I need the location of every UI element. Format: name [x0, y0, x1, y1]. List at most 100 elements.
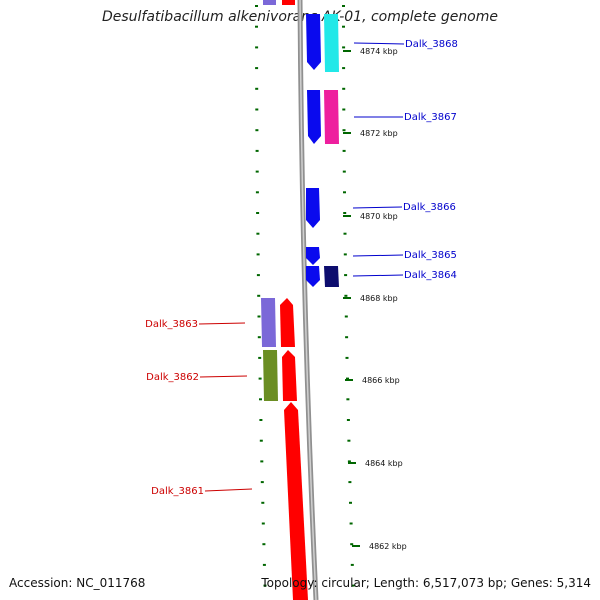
- ruler-tick: [344, 274, 348, 277]
- ruler-tick: [350, 543, 354, 546]
- ruler-tick: [342, 129, 346, 132]
- gene-label[interactable]: Dalk_3867: [404, 112, 457, 123]
- ruler-tick: [346, 377, 349, 380]
- ruler-tick: [343, 212, 347, 214]
- leader-line: [353, 42, 405, 45]
- gene-dalk-3867-cog[interactable]: [324, 90, 339, 144]
- kbp-tick: [345, 379, 353, 381]
- ruler-tick: [342, 5, 345, 7]
- gene-dalk-3861-arrow[interactable]: [284, 402, 308, 600]
- gene-dalk-3868-cog[interactable]: [324, 14, 339, 72]
- ruler-tick: [255, 46, 259, 49]
- gene-dalk-3862-cog[interactable]: [263, 350, 278, 401]
- ruler-tick: [344, 315, 348, 318]
- ruler-tick: [342, 87, 346, 90]
- leader-line: [198, 322, 246, 325]
- kbp-label: 4872 kbp: [360, 129, 398, 138]
- ruler-tick: [255, 129, 259, 132]
- kbp-tick: [352, 545, 360, 547]
- ruler-tick: [349, 522, 353, 525]
- ruler-tick: [259, 419, 263, 421]
- ruler-tick: [345, 356, 349, 359]
- topology-text: Topology: circular; Length: 6,517,073 bp…: [261, 576, 591, 590]
- ruler-tick: [255, 5, 258, 7]
- kbp-tick: [343, 215, 351, 217]
- leader-line: [204, 488, 253, 492]
- ruler-tick: [351, 584, 355, 587]
- gene-dalk-3864-cog[interactable]: [324, 266, 339, 287]
- ruler-tick: [347, 460, 351, 463]
- ruler-tick: [256, 274, 260, 277]
- ruler-tick: [342, 149, 346, 152]
- genome-backbone-highlight: [299, 0, 317, 600]
- gene-dalk-3863-arrow[interactable]: [280, 298, 295, 347]
- ruler-tick: [342, 170, 346, 173]
- ruler-tick: [257, 294, 261, 297]
- kbp-label: 4862 kbp: [369, 542, 407, 551]
- ruler-tick: [262, 543, 266, 546]
- leader-line: [352, 206, 403, 209]
- gene-label[interactable]: Dalk_3861: [151, 486, 204, 497]
- ruler-tick: [256, 253, 260, 256]
- gene-label[interactable]: Dalk_3862: [146, 372, 199, 383]
- ruler-tick: [344, 294, 348, 297]
- gene-dalk-3862-arrow[interactable]: [282, 350, 297, 401]
- gene-label[interactable]: Dalk_3863: [145, 319, 198, 330]
- ruler-tick: [255, 170, 259, 173]
- gene-label[interactable]: Dalk_3868: [405, 39, 458, 50]
- gene-dalk-3866-arrow[interactable]: [306, 188, 320, 228]
- gene-label[interactable]: Dalk_3864: [404, 270, 457, 281]
- ruler-tick: [260, 481, 264, 484]
- gene-dalk-3863-cog[interactable]: [261, 298, 276, 347]
- minor-ticks-right: [342, 5, 355, 587]
- ruler-tick: [348, 481, 352, 484]
- feature-partial-top-left: [263, 0, 276, 5]
- kbp-ruler: 4874 kbp 4872 kbp 4870 kbp 4868 kbp 4866…: [343, 47, 407, 551]
- minor-ticks-left: [255, 5, 267, 587]
- ruler-tick: [263, 584, 267, 587]
- ruler-tick: [343, 232, 347, 235]
- accession-text: Accession: NC_011768: [9, 576, 146, 590]
- ruler-tick: [258, 377, 262, 380]
- gene-dalk-3868-arrow[interactable]: [306, 14, 321, 70]
- leader-line: [352, 254, 404, 257]
- ruler-tick: [257, 315, 261, 318]
- ruler-tick: [259, 398, 262, 401]
- ruler-tick: [260, 460, 264, 463]
- ruler-tick: [343, 191, 346, 194]
- gene-label[interactable]: Dalk_3865: [404, 250, 457, 261]
- ruler-tick: [342, 67, 346, 70]
- ruler-tick: [342, 25, 345, 28]
- ruler-tick: [345, 336, 349, 339]
- ruler-tick: [343, 253, 347, 256]
- ruler-tick: [255, 108, 259, 111]
- ruler-tick: [259, 439, 263, 442]
- kbp-label: 4874 kbp: [360, 47, 398, 56]
- ruler-tick: [342, 46, 346, 49]
- kbp-label: 4866 kbp: [362, 376, 400, 385]
- ruler-tick: [255, 149, 259, 152]
- gene-dalk-3865-arrow[interactable]: [306, 247, 320, 265]
- kbp-label: 4870 kbp: [360, 212, 398, 221]
- ruler-tick: [255, 25, 258, 28]
- leader-line: [352, 274, 404, 277]
- kbp-label: 4864 kbp: [365, 459, 403, 468]
- ruler-tick: [257, 336, 261, 339]
- ruler-tick: [261, 522, 265, 525]
- kbp-tick: [343, 132, 351, 134]
- kbp-tick: [348, 462, 356, 464]
- ruler-tick: [256, 212, 260, 214]
- gene-dalk-3867-arrow[interactable]: [307, 90, 321, 144]
- gene-dalk-3864-arrow[interactable]: [306, 266, 320, 287]
- ruler-tick: [256, 232, 260, 235]
- ruler-tick: [349, 501, 352, 504]
- gene-label-group: Dalk_3868 Dalk_3867 Dalk_3866 Dalk_3865 …: [145, 39, 458, 497]
- ruler-tick: [350, 563, 354, 566]
- gene-label[interactable]: Dalk_3866: [403, 202, 456, 213]
- kbp-label: 4868 kbp: [360, 294, 398, 303]
- feature-partial-top-right: [282, 0, 295, 5]
- ruler-tick: [261, 501, 265, 504]
- ruler-tick: [346, 398, 350, 401]
- ruler-tick: [258, 356, 262, 359]
